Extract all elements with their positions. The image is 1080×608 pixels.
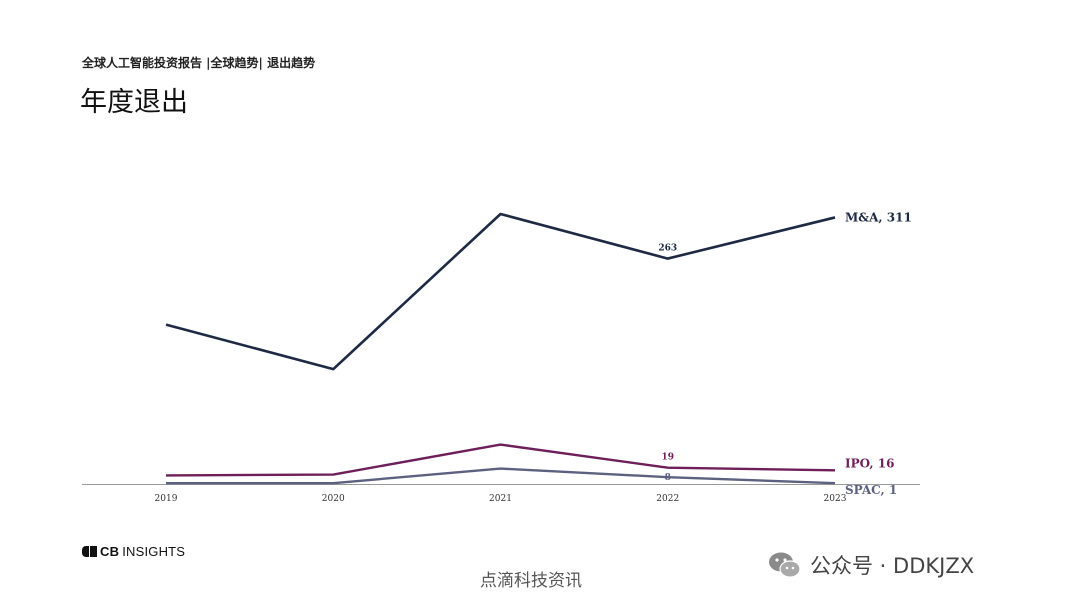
cbinsights-logo: CB INSIGHTS	[82, 544, 185, 559]
x-tick-label-2019: 2019	[155, 494, 178, 504]
series-line-ma	[165, 212, 836, 371]
logo-text: INSIGHTS	[122, 544, 186, 559]
end-label-ma: M&A, 311	[845, 210, 912, 224]
end-label-spac: SPAC, 1	[845, 483, 897, 497]
point-label-spac: 8	[665, 473, 671, 483]
report-subtitle: 全球人工智能投资报告 |全球趋势| 退出趋势	[82, 56, 316, 70]
watermark-text: 点滴科技资讯	[480, 571, 582, 591]
end-label-ipo: IPO, 16	[845, 456, 894, 470]
wechat-icon	[769, 552, 801, 578]
wechat-account: 公众号 · DDKJZX	[768, 550, 974, 580]
series-line-ipo	[165, 443, 836, 477]
series-lines	[165, 212, 836, 485]
x-tick-labels: 2019 2020 2021 2022 2023	[155, 494, 847, 504]
point-label-ipo: 19	[661, 453, 674, 463]
cbinsights-logo-icon	[82, 546, 97, 557]
point-labels: 263 19 8	[658, 244, 677, 484]
x-tick-label-2021: 2021	[489, 494, 512, 504]
x-tick-label-2022: 2022	[656, 494, 679, 504]
wechat-account-text: 公众号 · DDKJZX	[810, 554, 975, 578]
x-tick-label-2023: 2023	[824, 494, 847, 504]
point-label-ma: 263	[658, 244, 677, 254]
logo-text-bold: CB	[100, 544, 120, 559]
page-title: 年度退出	[80, 87, 188, 118]
end-labels: M&A, 311 IPO, 16 SPAC, 1	[845, 210, 912, 497]
x-tick-label-2020: 2020	[322, 494, 345, 504]
